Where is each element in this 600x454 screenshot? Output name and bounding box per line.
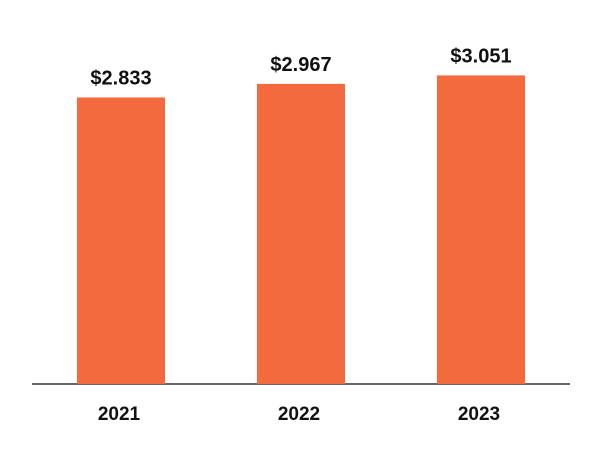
value-label-2022: $2.967 (270, 54, 331, 76)
value-labels-group: $2.833 $2.967 $3.051 (90, 45, 511, 89)
bars-group (77, 75, 525, 385)
x-tick-labels-group: 2021 2022 2023 (98, 404, 500, 425)
bar-2021 (77, 97, 165, 385)
value-label-2021: $2.833 (90, 67, 151, 89)
x-tick-label-2023: 2023 (458, 404, 500, 425)
x-tick-label-2022: 2022 (278, 404, 320, 425)
bar-2023 (437, 75, 525, 384)
value-label-2023: $3.051 (450, 45, 511, 67)
bar-2022 (257, 83, 345, 384)
x-tick-label-2021: 2021 (98, 404, 141, 425)
